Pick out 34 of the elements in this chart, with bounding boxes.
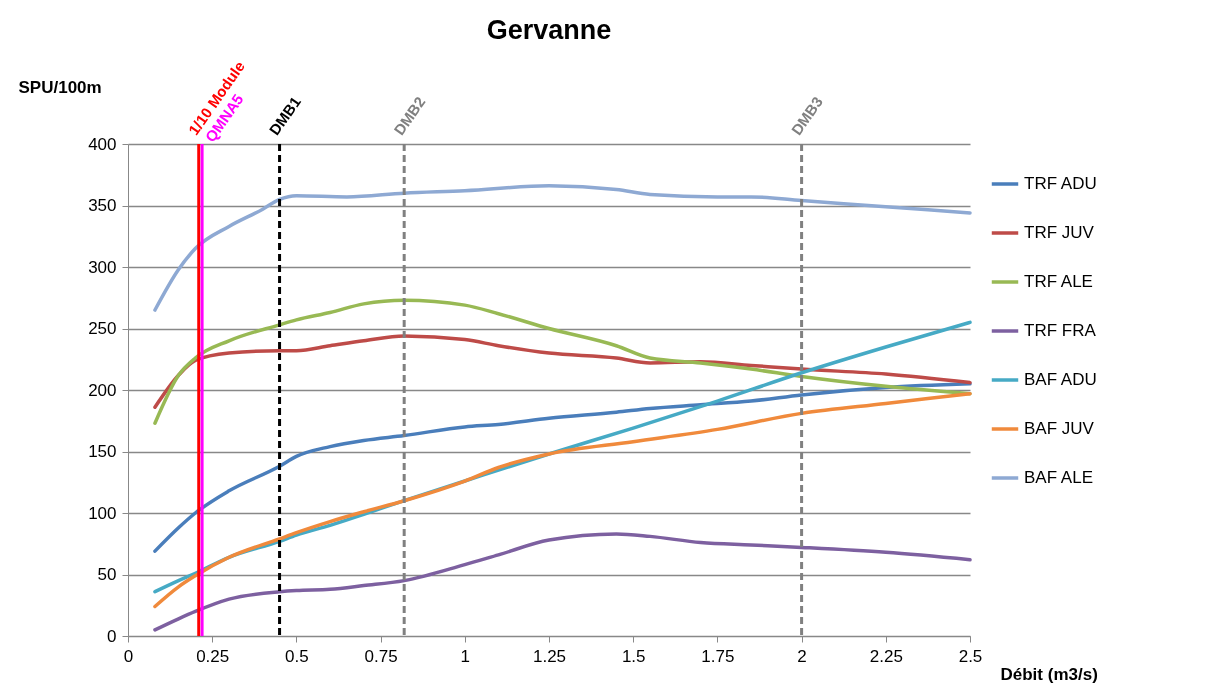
- legend-label: TRF FRA: [1024, 321, 1097, 340]
- x-tick-label: 1.5: [621, 646, 646, 666]
- y-tick-label: 200: [88, 380, 117, 400]
- line-series: [153, 382, 972, 553]
- x-tick-label: 2.25: [869, 646, 903, 666]
- x-tick-label: 1.25: [532, 646, 567, 666]
- y-tick-label: 350: [88, 196, 117, 215]
- line-series: [153, 532, 972, 632]
- x-tick-label: 0.75: [364, 646, 398, 666]
- legend-label: TRF ALE: [1024, 272, 1093, 291]
- x-tick-label: 1.75: [701, 646, 735, 666]
- legend-label: BAF ADU: [1024, 370, 1097, 389]
- legend-label: BAF JUV: [1024, 419, 1095, 438]
- y-tick-label: 100: [88, 503, 117, 523]
- y-tick-label: 300: [88, 257, 117, 277]
- y-tick-label: 250: [88, 319, 117, 338]
- chart-title: Gervanne: [486, 15, 612, 46]
- x-tick-label: 0.25: [196, 646, 230, 666]
- legend-label: TRF JUV: [1024, 223, 1095, 242]
- y-tick-label: 400: [88, 134, 117, 154]
- y-tick-label: 0: [107, 626, 117, 646]
- legend-label: BAF ALE: [1024, 468, 1093, 487]
- y-tick-label: 150: [88, 442, 117, 461]
- y-tick-label: 50: [97, 565, 117, 584]
- y-axis-title: SPU/100m: [18, 77, 102, 97]
- x-tick-label: 2.5: [958, 646, 983, 666]
- x-tick-label: 0.5: [285, 646, 309, 666]
- line-series: [153, 184, 972, 312]
- x-tick-label: 1: [460, 646, 471, 666]
- line-series: [153, 391, 972, 609]
- x-tick-label: 0: [123, 646, 134, 666]
- x-axis-title: Débit (m3/s): [1000, 664, 1098, 684]
- x-tick-label: 2: [797, 646, 807, 666]
- legend-label: TRF ADU: [1024, 174, 1097, 193]
